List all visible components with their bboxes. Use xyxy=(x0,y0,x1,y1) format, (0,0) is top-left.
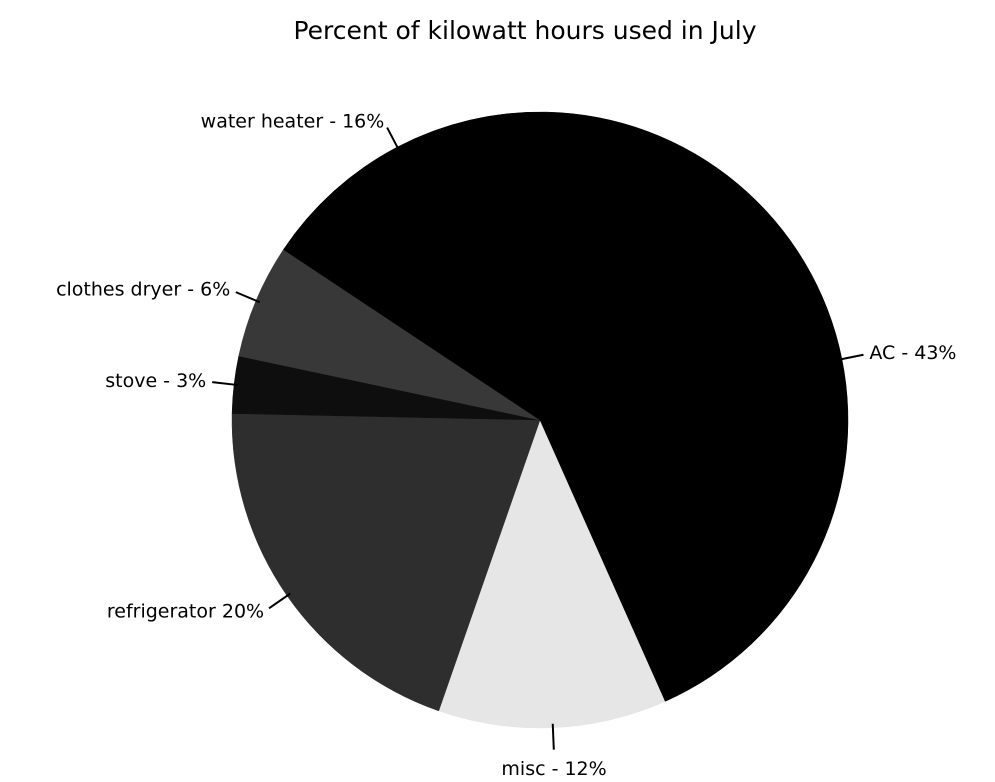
leader-line xyxy=(551,723,555,750)
data-label: refrigerator 20% xyxy=(107,600,264,622)
data-label: AC - 43% xyxy=(869,342,956,364)
leader-line xyxy=(386,127,401,152)
data-label: water heater - 16% xyxy=(201,111,385,133)
chart-title: Percent of kilowatt hours used in July xyxy=(293,16,756,45)
leader-line xyxy=(268,592,291,610)
leader-line xyxy=(235,291,261,304)
leader-line xyxy=(212,381,239,387)
leader-line xyxy=(837,353,864,361)
data-label: clothes dryer - 6% xyxy=(56,278,230,300)
data-label: misc - 12% xyxy=(501,758,606,780)
data-label: stove - 3% xyxy=(105,370,206,392)
